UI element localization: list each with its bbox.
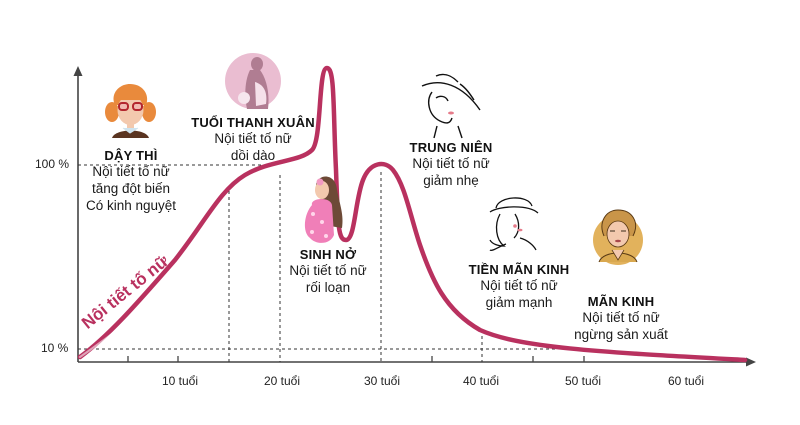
stage-tuoi-thanh-xuan: TUỔI THANH XUÂN Nội tiết tố nữ dồi dào	[183, 115, 323, 164]
stage-trung-nien: TRUNG NIÊN Nội tiết tố nữ giảm nhẹ	[400, 140, 502, 189]
x-label-10: 10 tuổi	[161, 374, 199, 388]
x-label-40: 40 tuổi	[462, 374, 500, 388]
stage-desc-line: Nội tiết tố nữ	[214, 131, 292, 146]
x-label-30: 30 tuổi	[363, 374, 401, 388]
y-label-100: 100 %	[35, 157, 70, 171]
y-axis-arrow-icon	[73, 66, 83, 76]
stage-desc-line: ngừng sản xuất	[574, 327, 668, 342]
stage-title: MÃN KINH	[587, 294, 655, 309]
stage-sinh-no: SINH NỞ Nội tiết tố nữ rối loạn	[278, 247, 378, 296]
x-label-50: 50 tuổi	[564, 374, 602, 388]
stage-desc-line: Nội tiết tố nữ	[412, 156, 490, 171]
stage-desc-line: dồi dào	[230, 148, 276, 163]
stage-desc-line: Nội tiết tố nữ	[480, 278, 558, 293]
woman-wide-hat-icon	[421, 73, 481, 139]
girl-glasses-pigtails-icon	[105, 84, 156, 138]
pregnant-woman-icon	[304, 176, 343, 243]
stage-desc-line: giảm mạnh	[485, 295, 553, 310]
hormone-curve	[77, 65, 748, 363]
stage-title: TRUNG NIÊN	[409, 140, 493, 155]
x-ticks	[127, 356, 585, 362]
stage-title: DẬY THÌ	[104, 148, 158, 163]
bride-silhouette-icon	[225, 53, 281, 109]
stage-tien-man-kinh: TIỀN MÃN KINH Nội tiết tố nữ giảm mạnh	[460, 262, 578, 311]
stage-title: SINH NỞ	[299, 247, 357, 262]
stage-title: TUỔI THANH XUÂN	[191, 115, 315, 130]
stage-desc-line: tăng đột biến	[91, 181, 171, 196]
stage-day-thi: DẬY THÌ Nội tiết tố nữ tăng đột biến Có …	[85, 148, 177, 214]
stage-desc-line: giảm nhẹ	[423, 173, 479, 188]
woman-hat-line-icon	[489, 197, 539, 252]
stage-desc-line: Nội tiết tố nữ	[289, 263, 367, 278]
axes	[77, 74, 748, 363]
stage-man-kinh: MÃN KINH Nội tiết tố nữ ngừng sản xuất	[566, 294, 676, 343]
older-woman-icon	[593, 209, 643, 265]
stage-desc-line: Có kinh nguyệt	[85, 198, 177, 213]
x-label-60: 60 tuổi	[667, 374, 705, 388]
y-label-10: 10 %	[41, 341, 69, 355]
stage-title: TIỀN MÃN KINH	[468, 262, 570, 277]
guide-lines	[78, 164, 584, 362]
stage-desc-line: rối loạn	[305, 280, 351, 295]
stage-desc-line: Nội tiết tố nữ	[582, 310, 660, 325]
x-axis-arrow-icon	[746, 357, 756, 367]
x-label-20: 20 tuổi	[263, 374, 301, 388]
stage-desc-line: Nội tiết tố nữ	[92, 164, 170, 179]
